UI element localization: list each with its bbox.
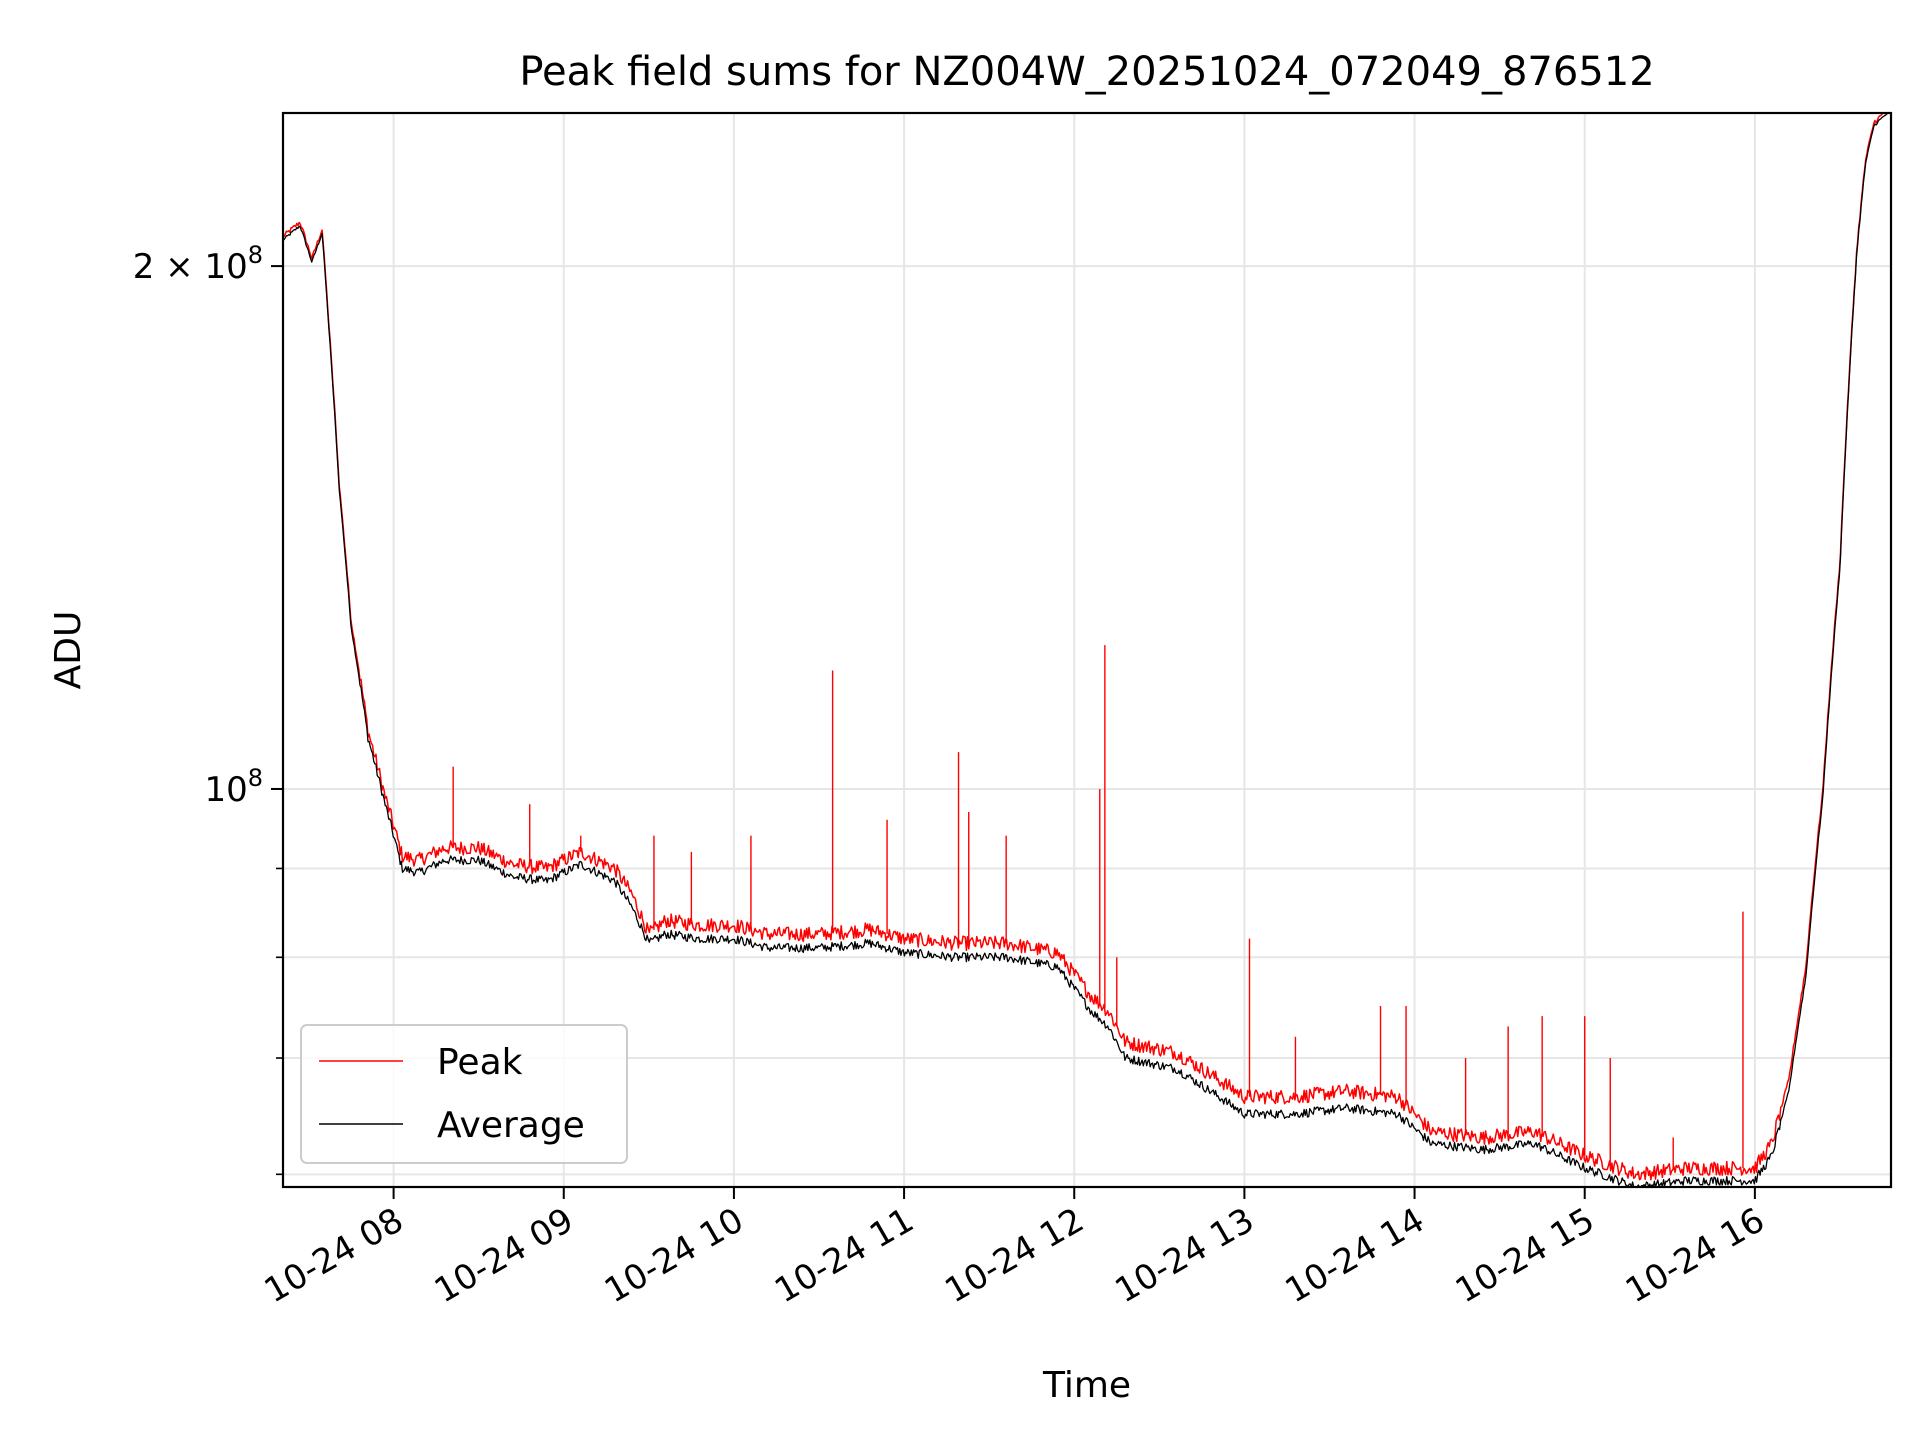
chart-title: Peak field sums for NZ004W_20251024_0720… [519, 49, 1654, 95]
legend: Peak Average [300, 1024, 628, 1164]
x-grid [392, 113, 1756, 1187]
x-axis-label: Time [1042, 1365, 1131, 1406]
y-tick-label: 2 × 108 [133, 241, 263, 287]
legend-average-label: Average [437, 1105, 585, 1146]
plot-series [282, 112, 1891, 1188]
series-line-peak [282, 112, 1891, 1181]
series-line-average [283, 112, 1891, 1188]
y-axis-label: ADU [48, 611, 89, 690]
plot-frame [281, 111, 1893, 1189]
y-tick-label: 108 [204, 764, 263, 810]
y-axis: 108 2 × 108 [133, 241, 283, 1176]
legend-box [300, 1024, 628, 1164]
legend-peak-label: Peak [437, 1042, 523, 1083]
